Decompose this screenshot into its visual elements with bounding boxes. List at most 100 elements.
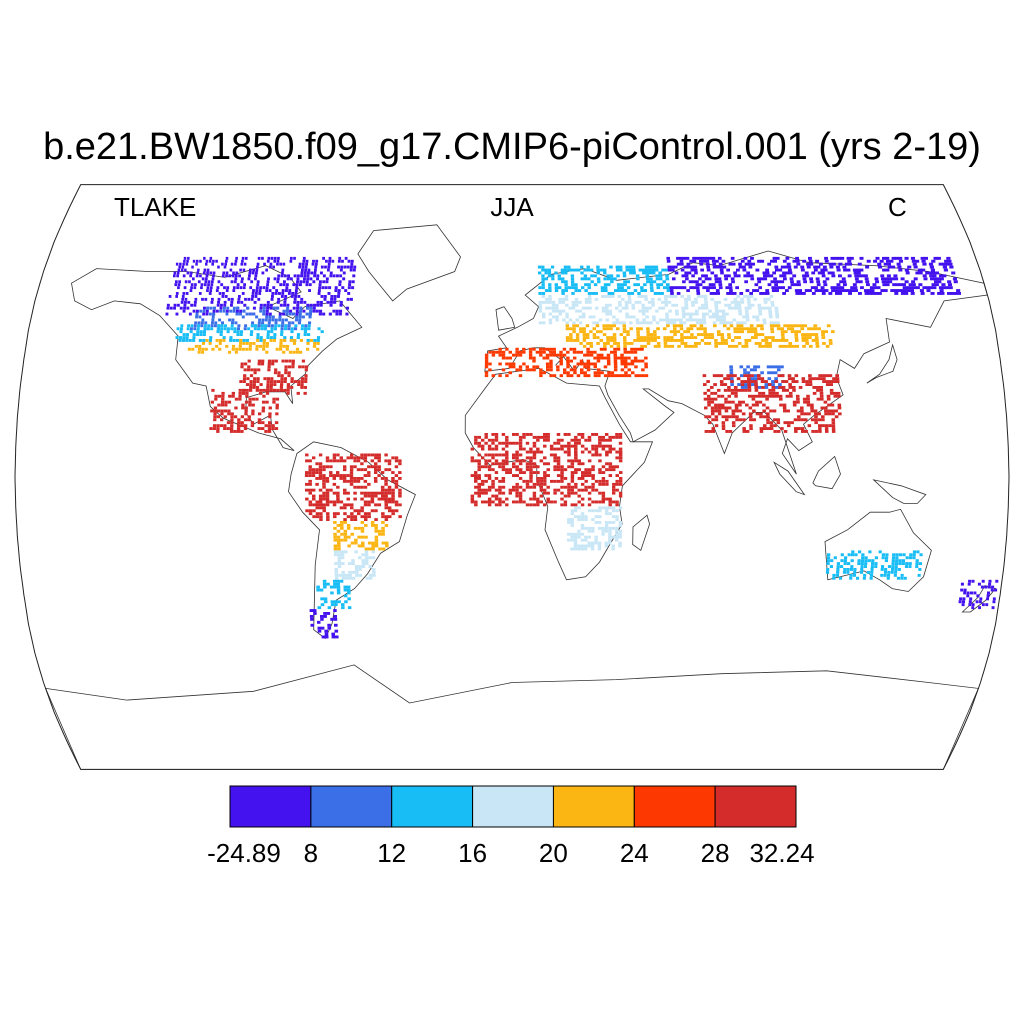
lake-cell <box>325 280 329 284</box>
lake-cell <box>716 330 721 334</box>
lake-cell <box>774 309 779 313</box>
lake-cell <box>570 532 574 536</box>
lake-cell <box>259 388 263 392</box>
lake-cell <box>194 283 197 287</box>
lake-cell <box>515 482 519 486</box>
lake-cell <box>947 280 952 284</box>
lake-cell <box>601 465 606 469</box>
lake-cell <box>280 333 284 336</box>
lake-cell <box>649 283 654 287</box>
lake-cell <box>505 374 509 378</box>
lake-cell <box>723 388 728 392</box>
lake-cell <box>684 306 689 310</box>
lake-cell <box>291 362 295 366</box>
lake-cell <box>591 529 595 533</box>
lake-cell <box>320 617 324 621</box>
lake-cell <box>729 368 734 372</box>
lake-cell <box>773 371 778 375</box>
lake-cell <box>308 479 312 483</box>
lake-cell <box>718 262 723 266</box>
lake-cell <box>312 503 316 507</box>
lake-cell <box>714 342 718 345</box>
lake-cell <box>915 271 920 275</box>
lake-cell <box>237 324 241 328</box>
lake-cell <box>199 259 202 263</box>
lake-cell <box>216 427 220 430</box>
lake-cell <box>642 321 646 325</box>
lake-cell <box>380 471 385 474</box>
lake-cell <box>342 277 346 281</box>
lake-cell <box>712 262 717 266</box>
lake-cell <box>221 274 225 278</box>
lake-cell <box>574 509 578 513</box>
lake-cell <box>725 312 729 316</box>
lake-cell <box>556 488 561 492</box>
lake-cell <box>577 433 581 436</box>
lake-cell <box>561 277 565 281</box>
lake-cell <box>394 456 399 460</box>
lake-cell <box>296 306 300 310</box>
lake-cell <box>834 289 839 292</box>
lake-cell <box>245 312 249 316</box>
lake-cell <box>795 394 800 398</box>
lake-cell <box>546 468 550 472</box>
lake-cell <box>886 576 890 580</box>
lake-cell <box>684 303 689 307</box>
lake-cell <box>250 330 254 334</box>
lake-cell <box>343 594 348 598</box>
lake-cell <box>575 303 579 307</box>
lake-cell <box>563 485 568 489</box>
lake-cell <box>353 459 357 463</box>
lake-cell <box>276 259 280 263</box>
lake-cell <box>273 333 277 336</box>
lake-cell <box>512 353 516 357</box>
lake-cell <box>762 271 767 275</box>
lake-cell <box>758 344 762 348</box>
lake-cell <box>197 280 201 284</box>
lake-cell <box>287 365 292 369</box>
lake-cell <box>587 471 592 474</box>
lake-cell <box>790 280 794 284</box>
lake-cell <box>525 468 530 472</box>
lake-cell <box>741 412 746 416</box>
lake-cell <box>252 268 255 272</box>
lake-cell <box>174 283 178 287</box>
lake-cell <box>938 262 943 266</box>
lake-cell <box>229 430 234 433</box>
lake-cell <box>484 435 488 439</box>
lake-cell <box>248 403 252 407</box>
lake-cell <box>240 430 244 433</box>
lake-cell <box>656 342 661 345</box>
lake-cell <box>574 468 578 472</box>
lake-cell <box>195 315 198 319</box>
lake-cell <box>591 488 595 492</box>
lake-cell <box>367 471 371 474</box>
lake-cell <box>626 342 631 345</box>
lake-cell <box>271 292 275 295</box>
lake-cell <box>544 268 548 272</box>
lake-cell <box>204 347 208 351</box>
lake-cell <box>360 535 365 539</box>
lake-cell <box>565 312 569 316</box>
lake-cell <box>574 297 579 301</box>
lake-cell <box>536 500 540 504</box>
lake-cell <box>715 289 720 292</box>
lake-cell <box>811 292 816 295</box>
lake-cell <box>354 538 358 542</box>
lake-cell <box>256 380 260 383</box>
lake-cell <box>571 292 575 295</box>
lake-cell <box>661 306 665 310</box>
lake-cell <box>991 606 995 610</box>
lake-cell <box>764 339 769 342</box>
lake-cell <box>217 297 221 301</box>
lake-cell <box>607 374 611 378</box>
lake-cell <box>477 468 481 472</box>
lake-cell <box>223 306 226 310</box>
lake-cell <box>644 297 648 301</box>
lake-cell <box>610 292 615 295</box>
lake-cell <box>202 309 206 313</box>
lake-cell <box>339 456 343 460</box>
lake-cell <box>247 368 251 372</box>
lake-cell <box>920 292 925 295</box>
lake-cell <box>353 465 357 469</box>
